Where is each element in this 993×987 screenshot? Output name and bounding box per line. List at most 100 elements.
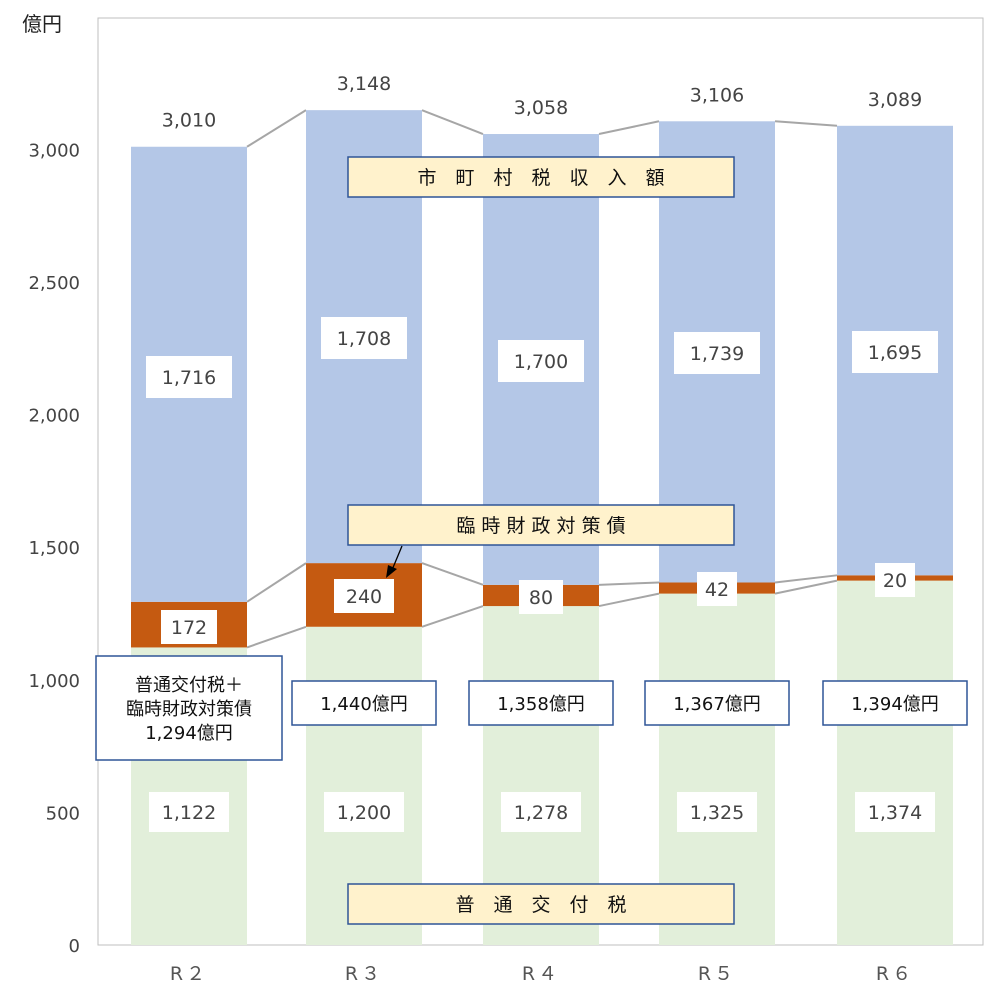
x-tick-label: R３: [345, 963, 383, 985]
combined-value-text: 1,367億円: [673, 694, 761, 715]
combined-value-frame: [822, 680, 968, 726]
y-axis-unit-label: 億円: [22, 12, 62, 36]
combined-value-text: 普通交付税＋: [135, 675, 243, 696]
combined-value-frame: [468, 680, 614, 726]
combined-value-text: 1,358億円: [497, 694, 585, 715]
combined-value-box: 1,440億円: [291, 680, 437, 726]
combined-value-text: 1,294億円: [145, 723, 233, 744]
y-tick-label: 2,500: [28, 273, 80, 294]
combined-value-text: 1,394億円: [851, 694, 939, 715]
data-label-text: 1,716: [162, 367, 216, 389]
data-label-box: [855, 792, 935, 832]
data-label-text: 20: [883, 570, 907, 592]
data-label-box: [146, 356, 232, 398]
series-name-box: [347, 156, 735, 198]
series-name-text: 普 通 交 付 税: [455, 894, 626, 916]
data-label: 20: [875, 563, 915, 597]
data-label-box: [674, 332, 760, 374]
data-label-text: 1,695: [868, 342, 922, 364]
y-tick-label: 2,000: [28, 406, 80, 427]
data-label-text: 1,122: [162, 802, 216, 824]
series-label-futsu-kofuzei: 普 通 交 付 税: [347, 883, 735, 925]
total-label: 3,106: [690, 84, 744, 106]
connector-line: [246, 109, 307, 148]
data-label: 1,122: [149, 792, 229, 832]
data-label-box: [697, 572, 737, 606]
data-label: 1,716: [146, 356, 232, 398]
data-label-box: [498, 340, 584, 382]
combined-value-box: 1,394億円: [822, 680, 968, 726]
data-label-box: [852, 331, 938, 373]
data-label: 1,739: [674, 332, 760, 374]
y-tick-label: 1,000: [28, 671, 80, 692]
y-tick-label: 1,500: [28, 538, 80, 559]
data-label: 1,700: [498, 340, 584, 382]
data-label-text: 42: [705, 579, 729, 601]
data-label: 80: [519, 580, 563, 614]
data-label: 1,695: [852, 331, 938, 373]
data-label-text: 1,278: [514, 802, 568, 824]
data-label-text: 80: [529, 587, 553, 609]
data-label-box: [149, 792, 229, 832]
series-label-shichoson-zei: 市 町 村 税 収 入 額: [347, 156, 735, 198]
data-label: 1,708: [321, 317, 407, 359]
data-label-text: 1,708: [337, 328, 391, 350]
connector-line: [774, 574, 838, 584]
data-label: 1,325: [677, 792, 757, 832]
data-label-text: 1,700: [514, 351, 568, 373]
y-tick-label: 0: [69, 936, 80, 957]
series-label-rinzai-taisakusai: 臨 時 財 政 対 策 債: [347, 504, 735, 546]
x-tick-label: R２: [170, 963, 208, 985]
y-tick-label: 500: [46, 803, 80, 824]
combined-value-frame: [644, 680, 790, 726]
data-label-box: [875, 563, 915, 597]
combined-value-box: 普通交付税＋ 臨時財政対策債 1,294億円: [95, 655, 283, 761]
series-name-text: 臨 時 財 政 対 策 債: [456, 515, 625, 537]
total-label: 3,148: [337, 73, 391, 95]
connector-line: [774, 120, 838, 127]
connector-line: [598, 120, 660, 135]
total-label: 3,010: [162, 110, 216, 132]
data-label-box: [324, 792, 404, 832]
data-label: 1,278: [501, 792, 581, 832]
data-label: 42: [697, 572, 737, 606]
callout-arrowhead: [386, 565, 397, 578]
data-label-text: 1,374: [868, 802, 922, 824]
connector-line: [421, 109, 484, 135]
x-tick-label: R４: [522, 963, 560, 985]
combined-value-box: 1,367億円: [644, 680, 790, 726]
total-label: 3,089: [868, 89, 922, 111]
data-label-box: [677, 792, 757, 832]
data-label: 172: [161, 610, 217, 644]
data-label-text: 1,325: [690, 802, 744, 824]
connector-line: [598, 581, 660, 586]
combined-value-box: 1,358億円: [468, 680, 614, 726]
data-label-box: [519, 580, 563, 614]
connector-line: [774, 579, 838, 595]
futsu-kofuzei-bar: [837, 580, 953, 945]
combined-value-frame: [95, 655, 283, 761]
data-label-text: 1,739: [690, 343, 744, 365]
series-name-box: [347, 504, 735, 546]
x-tick-label: R６: [876, 963, 914, 985]
connector-line: [246, 562, 307, 603]
callout-arrow-line: [391, 545, 403, 571]
data-label: 1,374: [855, 792, 935, 832]
series-name-box: [347, 883, 735, 925]
data-label: 1,200: [324, 792, 404, 832]
combined-value-frame: [291, 680, 437, 726]
connector-line: [421, 562, 484, 586]
data-label-box: [321, 317, 407, 359]
data-label: 240: [334, 579, 394, 613]
data-label-box: [161, 610, 217, 644]
connector-line: [246, 625, 307, 649]
data-label-text: 172: [171, 617, 207, 639]
total-label: 3,058: [514, 97, 568, 119]
data-label-box: [334, 579, 394, 613]
y-tick-label: 3,000: [28, 140, 80, 161]
connector-line: [421, 605, 484, 628]
x-tick-label: R５: [698, 963, 736, 985]
series-name-text: 市 町 村 税 収 入 額: [417, 167, 664, 189]
combined-value-text: 1,440億円: [320, 694, 408, 715]
